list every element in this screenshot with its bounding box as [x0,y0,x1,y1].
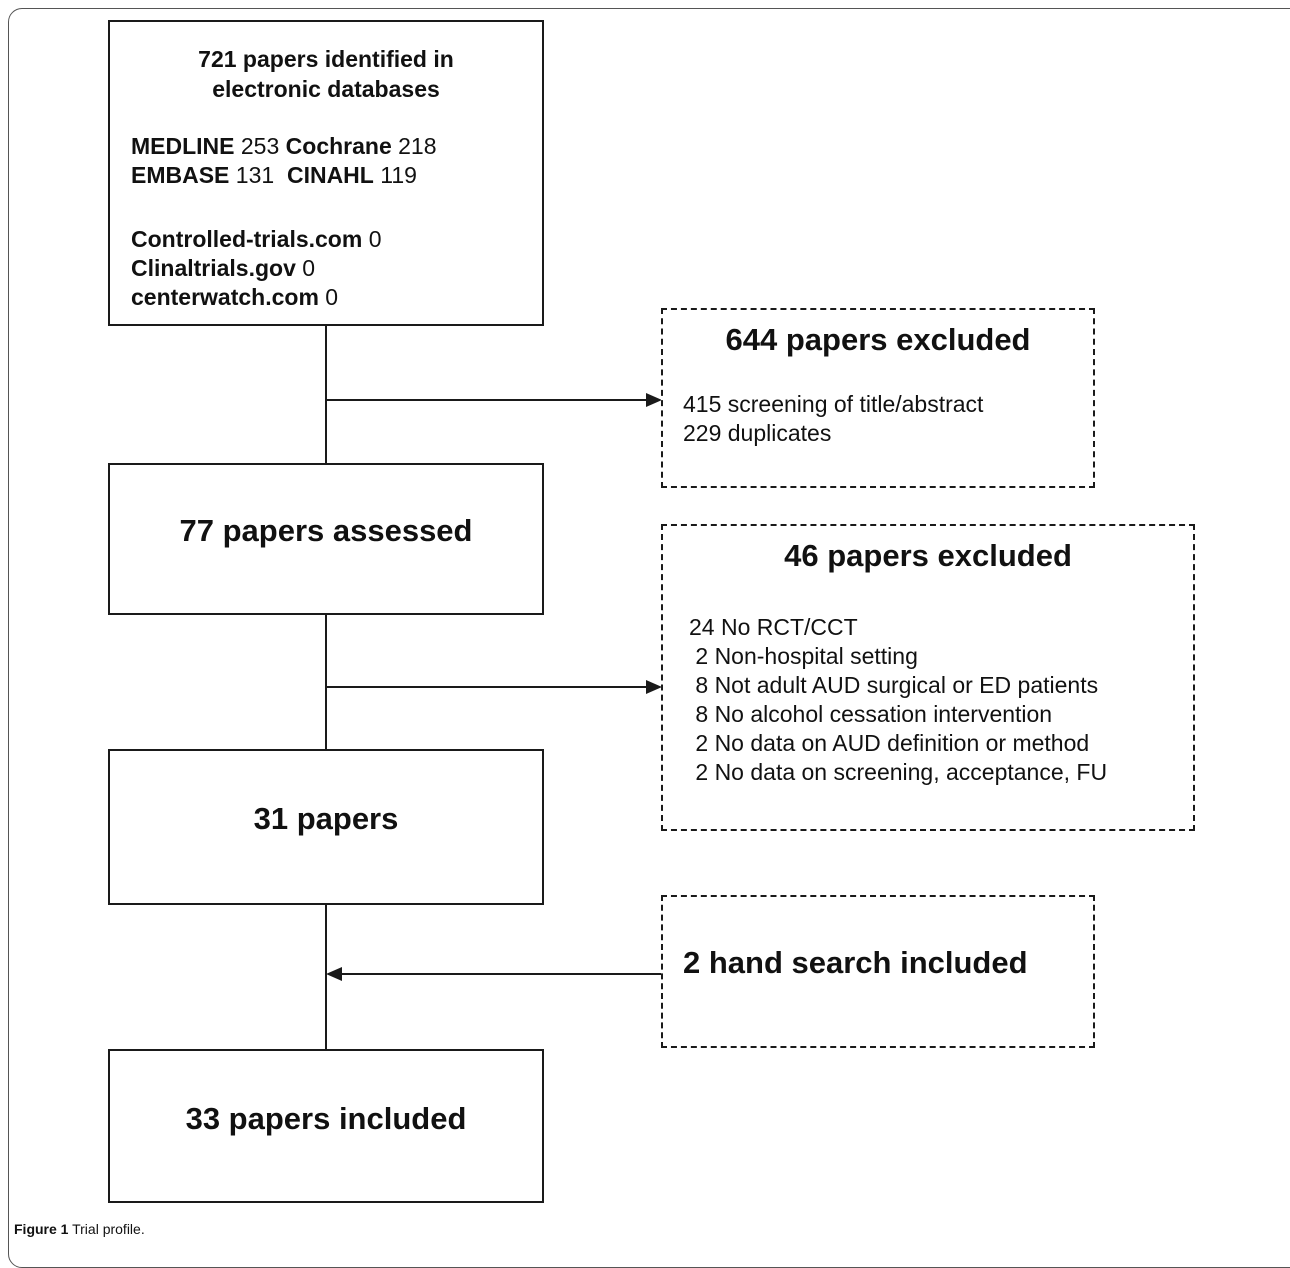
excluded-46-item: 2 No data on screening, acceptance, FU [689,759,1108,785]
caption-text: Trial profile. [68,1221,145,1237]
thirty-one-papers-title: 31 papers [253,801,399,836]
excluded-46-item: 24 No RCT/CCT [689,614,858,640]
excluded-46-item: 8 No alcohol cessation intervention [689,701,1053,727]
registry-centerwatch: centerwatch.com 0 [131,284,339,310]
excluded-46-title: 46 papers excluded [784,538,1072,573]
caption-label: Figure 1 [14,1221,69,1237]
included-title: 33 papers included [185,1101,467,1136]
excluded-46-item: 2 No data on AUD definition or method [689,730,1090,756]
arrowhead-excluded1 [646,393,662,407]
hand-search-box: 2 hand search included [661,895,1095,1048]
included-papers-box: 33 papers included [108,1049,544,1203]
identified-papers-box: 721 papers identified in electronic data… [108,20,544,326]
hand-search-title: 2 hand search included [683,945,1028,980]
figure-caption: Figure 1 Trial profile. [14,1221,145,1237]
arrowhead-excluded2 [646,680,662,694]
registry-clinaltrials: Clinaltrials.gov 0 [131,255,316,281]
thirty-one-papers-box: 31 papers [108,749,544,905]
excluded-644-title: 644 papers excluded [725,322,1031,357]
excluded-46-item: 2 Non-hospital setting [689,643,918,669]
database-row-2: EMBASE 131 CINAHL 119 [131,162,417,188]
excluded-46-box: 46 papers excluded 24 No RCT/CCT 2 Non-h… [661,524,1195,831]
registry-controlled-trials: Controlled-trials.com 0 [131,226,382,252]
identified-title-line2: electronic databases [212,76,440,102]
arrowhead-hand-search [326,967,342,981]
identified-title-line1: 721 papers identified in [198,46,454,72]
assessed-papers-box: 77 papers assessed [108,463,544,615]
database-row-1: MEDLINE 253 Cochrane 218 [131,133,437,159]
excluded-644-item: 415 screening of title/abstract [683,391,984,417]
excluded-644-item: 229 duplicates [683,420,832,446]
excluded-644-box: 644 papers excluded 415 screening of tit… [661,308,1095,488]
excluded-46-item: 8 Not adult AUD surgical or ED patients [689,672,1099,698]
assessed-title: 77 papers assessed [179,513,473,548]
